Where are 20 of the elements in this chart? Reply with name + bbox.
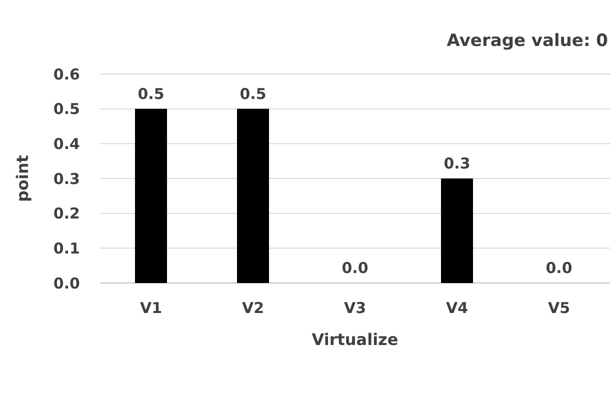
chart-title: Average value: 0	[446, 31, 608, 51]
x-tick-label: V4	[446, 299, 468, 317]
y-tick-label: 0.2	[53, 204, 80, 223]
data-label: 0.3	[444, 154, 470, 172]
data-label: 0.0	[546, 259, 572, 277]
y-tick-label: 0.3	[53, 170, 80, 188]
y-axis-title: point	[13, 154, 32, 202]
y-tick-label: 0.0	[53, 274, 80, 292]
x-tick-label: V2	[242, 299, 264, 317]
x-axis-title: Virtualize	[312, 330, 398, 349]
y-tick-label: 0.4	[53, 134, 80, 153]
x-tick-label: V3	[344, 299, 366, 317]
data-label: 0.0	[342, 259, 368, 277]
y-tick-label: 0.1	[53, 239, 80, 258]
y-tick-label: 0.5	[53, 100, 80, 118]
y-tick-label: 0.6	[53, 65, 80, 84]
data-label: 0.5	[240, 84, 266, 103]
data-label: 0.5	[138, 84, 164, 103]
x-tick-label: V5	[548, 299, 570, 317]
x-tick-label: V1	[140, 299, 162, 317]
